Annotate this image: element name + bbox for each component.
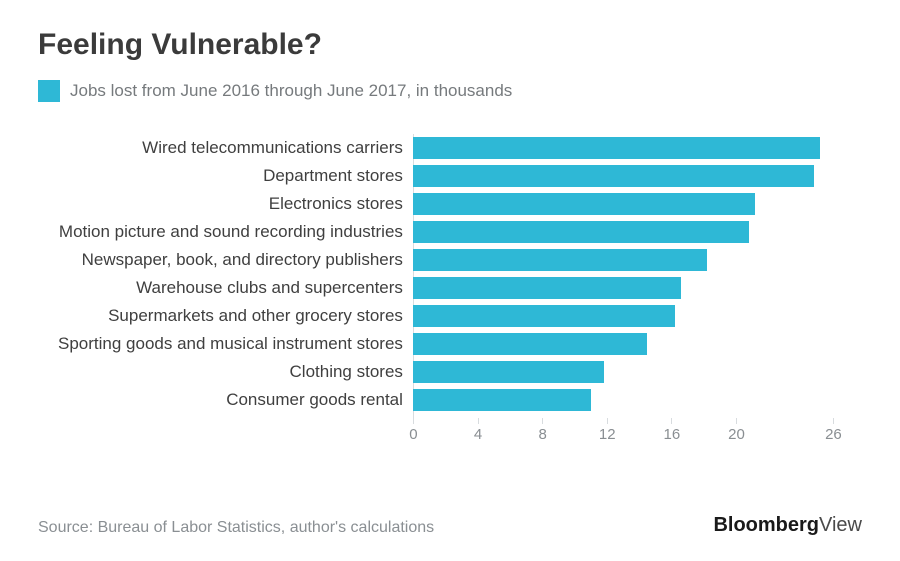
category-label: Newspaper, book, and directory publisher…: [82, 246, 403, 274]
category-label: Sporting goods and musical instrument st…: [58, 330, 403, 358]
x-tick: 0: [413, 418, 414, 424]
bar-row: [413, 330, 833, 358]
bar: [413, 389, 591, 411]
bar-row: [413, 162, 833, 190]
bar-row: [413, 246, 833, 274]
category-label: Electronics stores: [269, 190, 403, 218]
bar-row: [413, 134, 833, 162]
category-label: Motion picture and sound recording indus…: [59, 218, 403, 246]
category-label: Supermarkets and other grocery stores: [108, 302, 403, 330]
plot-area: 0 4 8 12 16 20 26: [413, 134, 833, 446]
bar-row: [413, 386, 833, 414]
bar: [413, 361, 604, 383]
footer: Source: Bureau of Labor Statistics, auth…: [38, 514, 862, 537]
bar-row: [413, 358, 833, 386]
x-tick-label: 4: [474, 426, 482, 443]
chart-title: Feeling Vulnerable?: [38, 28, 862, 62]
brand-light: View: [819, 514, 862, 536]
category-label: Warehouse clubs and supercenters: [136, 274, 403, 302]
x-tick: 16: [671, 418, 672, 424]
bar-row: [413, 190, 833, 218]
bar-row: [413, 274, 833, 302]
bar-row: [413, 302, 833, 330]
bars: [413, 134, 833, 414]
legend: Jobs lost from June 2016 through June 20…: [38, 80, 862, 102]
x-tick: 12: [607, 418, 608, 424]
bar-chart: Wired telecommunications carriersDepartm…: [58, 134, 862, 446]
x-tick-label: 8: [538, 426, 546, 443]
x-tick: 4: [478, 418, 479, 424]
bar: [413, 193, 755, 215]
x-tick-label: 0: [409, 426, 417, 443]
bar: [413, 221, 749, 243]
brand-bold: Bloomberg: [713, 514, 819, 536]
x-tick-label: 20: [728, 426, 745, 443]
bar: [413, 277, 681, 299]
category-label: Clothing stores: [290, 358, 403, 386]
category-label: Department stores: [263, 162, 403, 190]
x-tick: 26: [833, 418, 834, 424]
x-tick-label: 16: [664, 426, 681, 443]
category-labels: Wired telecommunications carriersDepartm…: [58, 134, 413, 446]
legend-swatch: [38, 80, 60, 102]
category-label: Wired telecommunications carriers: [142, 134, 403, 162]
bar: [413, 249, 707, 271]
x-axis: 0 4 8 12 16 20 26: [413, 418, 833, 446]
bar-row: [413, 218, 833, 246]
bar: [413, 137, 820, 159]
bar: [413, 165, 814, 187]
chart-card: Feeling Vulnerable? Jobs lost from June …: [0, 0, 900, 561]
source-text: Source: Bureau of Labor Statistics, auth…: [38, 519, 434, 537]
x-tick: 8: [542, 418, 543, 424]
bar: [413, 305, 675, 327]
legend-text: Jobs lost from June 2016 through June 20…: [70, 81, 512, 101]
category-label: Consumer goods rental: [226, 386, 403, 414]
bar: [413, 333, 647, 355]
x-tick-label: 12: [599, 426, 616, 443]
x-tick-label: 26: [825, 426, 842, 443]
x-tick: 20: [736, 418, 737, 424]
brand-logo: BloombergView: [713, 514, 862, 537]
